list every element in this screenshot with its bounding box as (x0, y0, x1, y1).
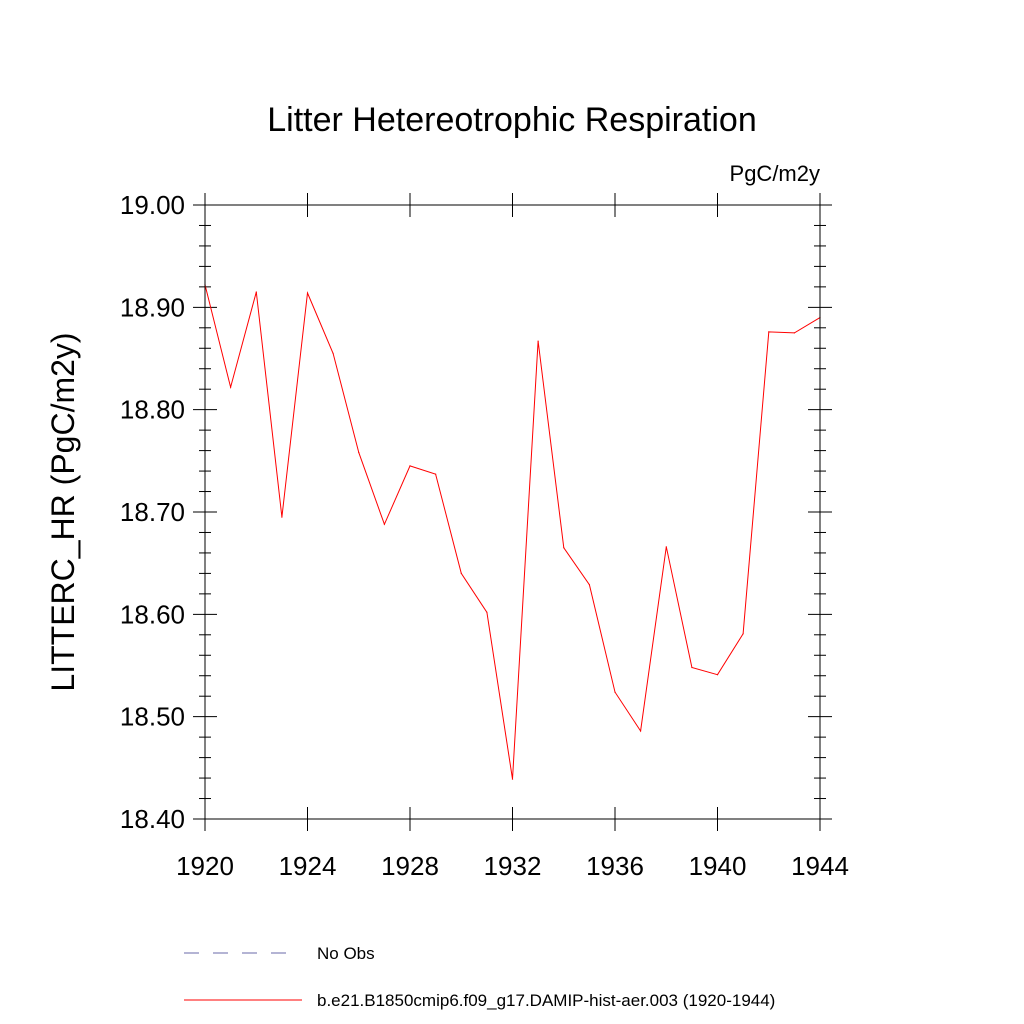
chart-title: Litter Hetereotrophic Respiration (267, 101, 756, 139)
data-point (230, 386, 232, 388)
y-tick-label: 18.50 (120, 702, 185, 732)
y-tick-label: 18.60 (120, 599, 185, 629)
legend: No Obs b.e21.B1850cmip6.f09_g17.DAMIP-hi… (184, 944, 775, 1010)
data-point (306, 292, 309, 294)
data-point (409, 465, 411, 467)
y-tick-label: 18.40 (120, 804, 185, 834)
data-point (332, 352, 334, 354)
series-line-0 (204, 284, 821, 780)
data-point (742, 633, 744, 635)
data-point (255, 291, 257, 293)
y-tick-label: 18.70 (120, 497, 185, 527)
series-layer (204, 284, 821, 780)
plot-frame (204, 204, 821, 820)
y-tick-label: 18.90 (120, 292, 185, 322)
data-point (793, 332, 796, 334)
x-tick-label: 1944 (791, 851, 849, 881)
x-tick-label: 1920 (176, 851, 234, 881)
data-point (460, 572, 462, 575)
y-tick-labels: 18.40 18.50 18.60 18.70 18.80 18.90 19.00 (120, 190, 185, 834)
y-axis-label: LITTERC_HR (PgC/m2y) (45, 332, 81, 691)
x-tick-label: 1936 (586, 851, 644, 881)
units-label: PgC/m2y (730, 161, 820, 186)
legend-label-model-run: b.e21.B1850cmip6.f09_g17.DAMIP-hist-aer.… (317, 991, 775, 1010)
y-tick-label: 19.00 (120, 190, 185, 220)
data-point (537, 340, 539, 342)
x-tick-label: 1940 (689, 851, 747, 881)
data-point (563, 547, 565, 549)
axis-ticks (193, 193, 832, 831)
data-point (716, 674, 719, 676)
data-point (383, 523, 385, 525)
data-point (614, 691, 616, 693)
y-tick-label: 18.80 (120, 395, 185, 425)
data-point (640, 730, 642, 732)
data-point (486, 611, 488, 613)
x-tick-label: 1932 (484, 851, 542, 881)
data-point (588, 584, 591, 586)
x-tick-label: 1924 (279, 851, 337, 881)
data-point (435, 473, 437, 475)
data-point (358, 452, 360, 454)
legend-label-no-obs: No Obs (317, 944, 375, 963)
data-point (511, 778, 514, 780)
data-point (665, 546, 667, 548)
x-tick-label: 1928 (381, 851, 439, 881)
data-point (691, 666, 693, 669)
data-point (768, 331, 770, 333)
x-tick-labels: 1920 1924 1928 1932 1936 1940 1944 (176, 851, 849, 881)
data-point (281, 516, 283, 518)
